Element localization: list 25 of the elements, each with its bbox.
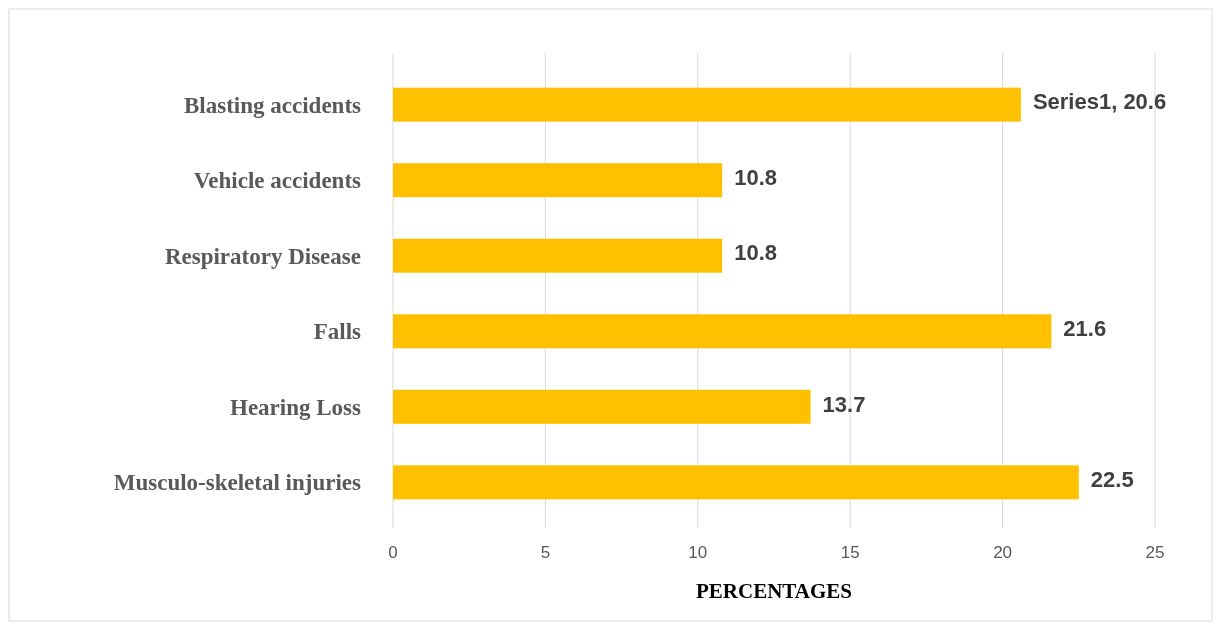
bar	[393, 163, 723, 198]
data-label: 10.8	[734, 240, 778, 266]
data-label: 10.8	[734, 164, 778, 190]
y-tick-label: Vehicle accidents	[193, 168, 362, 194]
x-tick-label: 15	[840, 543, 860, 562]
data-label: Series1, 20.6	[1032, 89, 1167, 115]
y-tick-label: Respiratory Disease	[164, 243, 361, 269]
y-tick-label: Musculo-skeletal injuries	[113, 470, 362, 496]
bar	[393, 238, 723, 273]
x-tick-label: 0	[388, 543, 398, 562]
data-label: 21.6	[1063, 315, 1107, 341]
bar	[393, 389, 811, 424]
y-tick-label: Hearing Loss	[230, 394, 362, 420]
x-tick-label: 10	[688, 543, 708, 562]
y-tick-label: Blasting accidents	[184, 92, 362, 118]
x-tick-label: 25	[1145, 543, 1165, 562]
y-tick-label: Falls	[313, 319, 362, 345]
x-axis-title: PERCENTAGES	[696, 579, 852, 603]
x-tick-label: 20	[993, 543, 1013, 562]
bar	[393, 314, 1052, 349]
data-label: 22.5	[1090, 467, 1134, 493]
x-tick-label: 5	[540, 543, 551, 562]
bar	[393, 87, 1021, 122]
bar	[393, 465, 1079, 500]
data-label: 13.7	[822, 391, 866, 417]
